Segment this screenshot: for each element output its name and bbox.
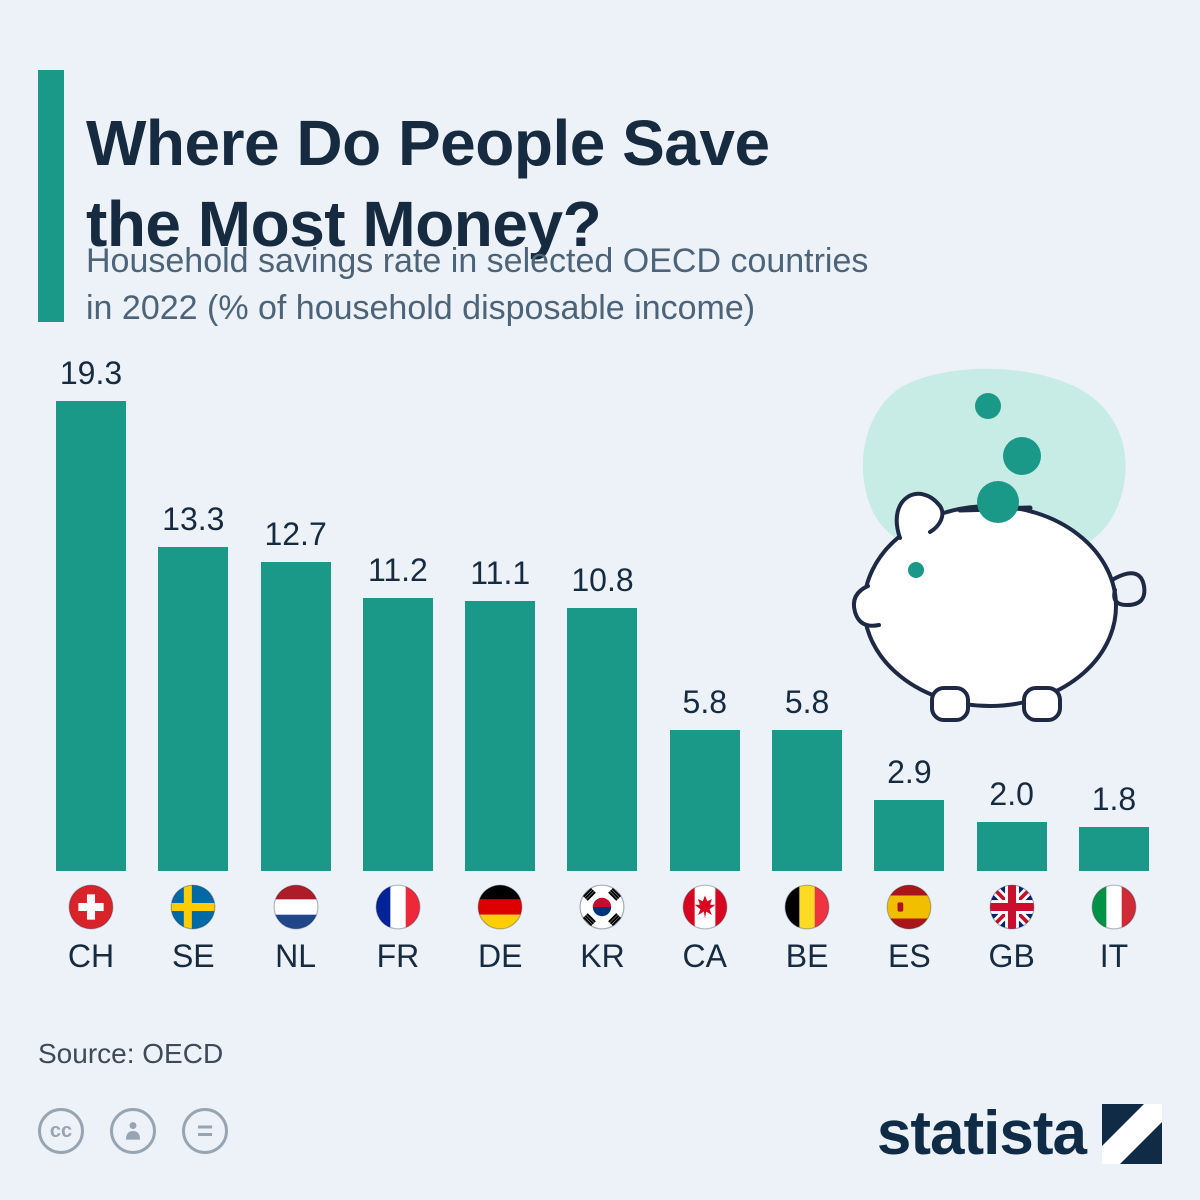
piggy-bank-illustration bbox=[828, 358, 1158, 738]
bar-group-nl: 12.7 NL bbox=[260, 353, 332, 975]
country-code-label: CH bbox=[67, 938, 115, 974]
bar-nl bbox=[260, 562, 331, 871]
country-code-label: GB bbox=[988, 938, 1035, 974]
pig-eye bbox=[908, 562, 924, 578]
bar-group-ch: 19.3 CH bbox=[55, 353, 127, 975]
bar-group-be: 5.8 BE bbox=[771, 353, 843, 975]
bar-se bbox=[158, 547, 229, 871]
bar-group-kr: 10.8 KR bbox=[566, 353, 638, 975]
bar-value-label: 1.8 bbox=[1091, 781, 1137, 817]
bar-de bbox=[465, 601, 536, 871]
country-code-label: CA bbox=[682, 938, 727, 974]
flag-nl-icon bbox=[273, 884, 319, 930]
bar-value-label: 11.1 bbox=[470, 555, 531, 591]
country-code-label: BE bbox=[785, 938, 829, 974]
country-code-label: IT bbox=[1099, 938, 1129, 974]
bar-gb bbox=[976, 822, 1047, 871]
bar-group-se: 13.3 SE bbox=[157, 353, 229, 975]
title-accent-bar bbox=[38, 70, 64, 322]
coin-large bbox=[977, 481, 1019, 523]
bar-be bbox=[772, 730, 843, 871]
bar-kr bbox=[567, 608, 638, 871]
statista-logo-icon bbox=[1102, 1103, 1162, 1164]
bar-value-label: 11.2 bbox=[367, 552, 428, 588]
statista-logo[interactable]: statista bbox=[877, 1098, 1162, 1169]
bar-value-label: 10.8 bbox=[571, 562, 634, 598]
flag-it-icon bbox=[1091, 884, 1137, 930]
coin-small bbox=[975, 393, 1001, 419]
flag-ch-icon bbox=[68, 884, 114, 930]
bar-group-ca: 5.8 CA bbox=[669, 353, 741, 975]
bar-group-de: 11.1 DE bbox=[464, 353, 536, 975]
country-code-label: ES bbox=[888, 938, 931, 974]
flag-kr-icon bbox=[579, 884, 625, 930]
flag-se-icon bbox=[170, 884, 216, 930]
bar-value-label: 19.3 bbox=[59, 355, 123, 391]
bar-ch bbox=[56, 401, 126, 871]
flag-es-icon bbox=[886, 884, 932, 930]
flag-fr-icon bbox=[375, 884, 421, 930]
coin-medium bbox=[1003, 437, 1041, 475]
bar-value-label: 5.8 bbox=[682, 684, 728, 720]
country-code-label: NL bbox=[275, 938, 317, 974]
flag-be-icon bbox=[784, 884, 830, 930]
flag-de-icon bbox=[477, 884, 523, 930]
bar-value-label: 2.9 bbox=[887, 754, 932, 790]
statista-wordmark: statista bbox=[876, 1099, 1087, 1168]
bar-value-label: 13.3 bbox=[162, 501, 225, 537]
equals-icon[interactable]: = bbox=[182, 1108, 228, 1154]
bar-group-fr: 11.2 FR bbox=[362, 353, 434, 975]
bar-it bbox=[1078, 827, 1149, 871]
page-title: Where Do People Save the Most Money? bbox=[86, 106, 770, 261]
attribution-icon[interactable] bbox=[110, 1108, 156, 1154]
cc-icon[interactable]: cc bbox=[38, 1108, 84, 1154]
bar-chart: 19.3 CH 13.3 SE 12.7 NL 11.2 FR 11.1 DE 10.8 KR 5.8 C… bbox=[55, 353, 1150, 975]
bar-value-label: 2.0 bbox=[989, 776, 1034, 812]
flag-gb-icon bbox=[989, 884, 1035, 930]
source-label: Source: OECD bbox=[38, 1038, 224, 1069]
country-code-label: FR bbox=[376, 938, 420, 974]
bar-fr bbox=[362, 598, 433, 871]
license-badges: cc = bbox=[38, 1108, 228, 1154]
bar-group-it: 1.8 IT bbox=[1078, 353, 1150, 975]
page-subtitle: Household savings rate in selected OECD … bbox=[86, 242, 869, 327]
bar-group-gb: 2.0 GB bbox=[976, 353, 1048, 975]
bar-group-es: 2.9 ES bbox=[873, 353, 945, 975]
bar-es bbox=[874, 800, 945, 871]
bar-value-label: 5.8 bbox=[784, 684, 830, 720]
bar-ca bbox=[669, 730, 740, 871]
country-code-label: SE bbox=[171, 938, 215, 974]
flag-ca-icon bbox=[682, 884, 728, 930]
country-code-label: KR bbox=[580, 938, 625, 974]
bar-value-label: 12.7 bbox=[264, 516, 327, 552]
country-code-label: DE bbox=[477, 938, 523, 974]
